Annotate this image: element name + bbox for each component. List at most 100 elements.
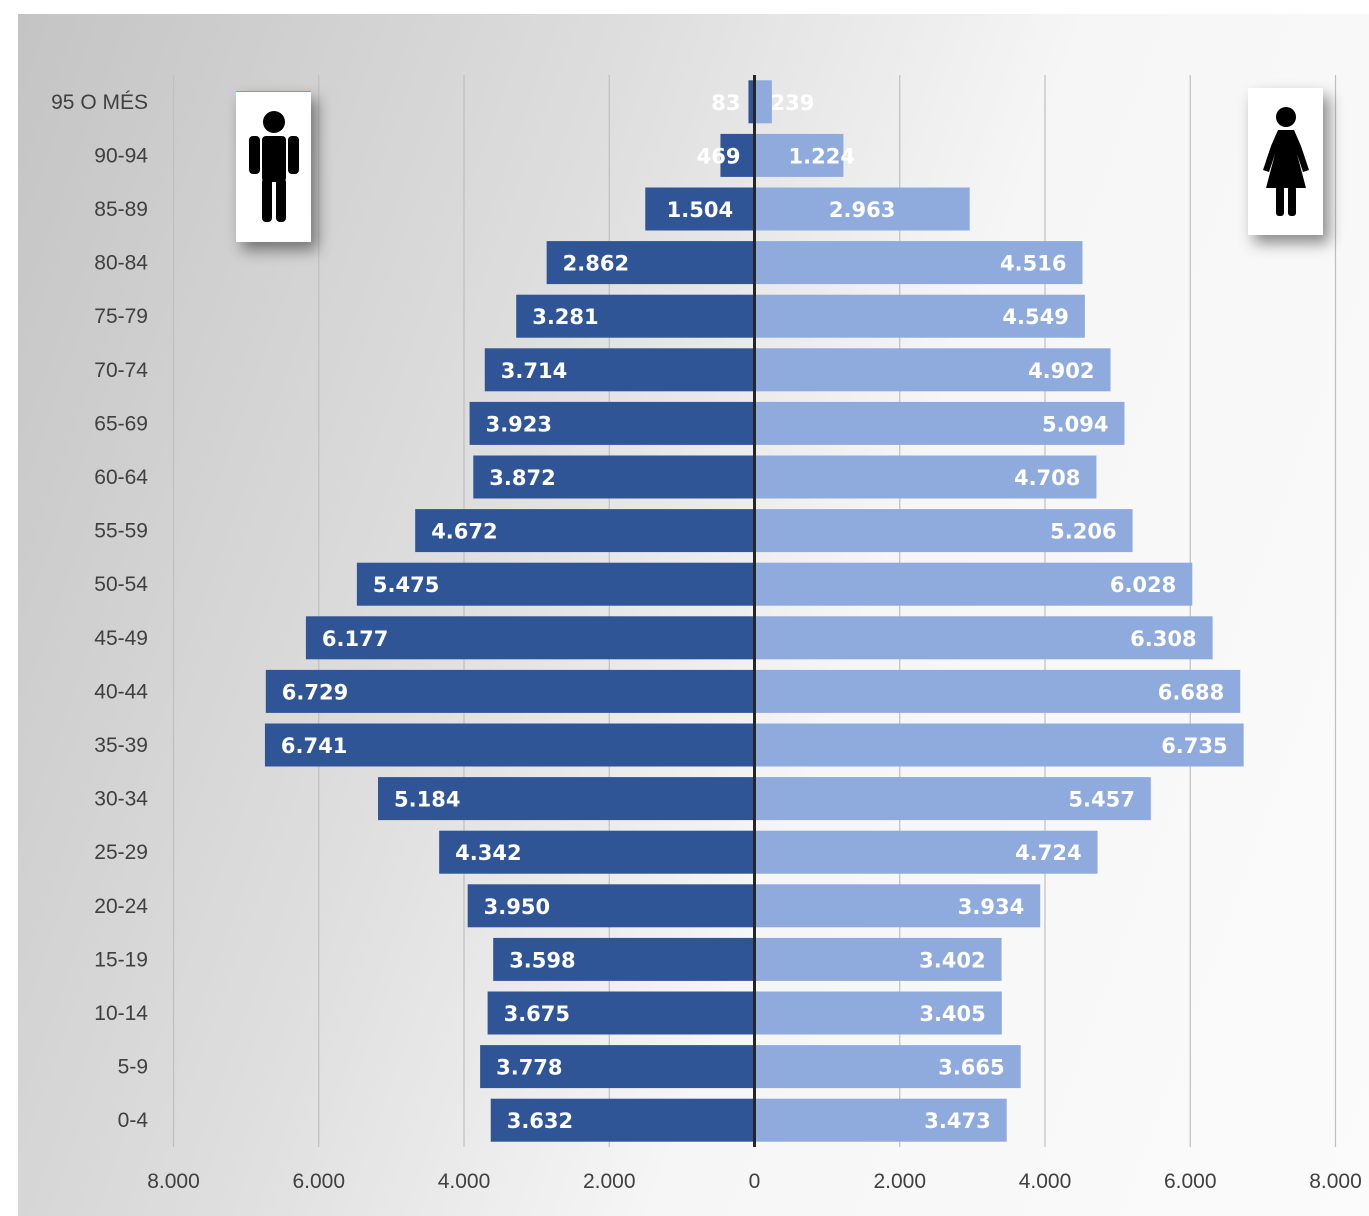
bar-label-women: 5.206	[1050, 520, 1116, 544]
bar-men	[469, 401, 755, 445]
bar-label-women: 2.963	[829, 198, 895, 222]
bar-women	[754, 455, 1097, 499]
category-label: 60-64	[94, 466, 148, 489]
bar-label-men: 2.862	[563, 252, 629, 276]
bar-label-women: 6.688	[1158, 680, 1224, 704]
bar-label-women: 6.028	[1110, 573, 1176, 597]
bar-label-men: 3.598	[509, 948, 575, 972]
bar-label-men: 3.675	[504, 1002, 570, 1026]
bar-label-women: 5.457	[1068, 788, 1134, 812]
bar-men	[265, 669, 755, 713]
category-label: 10-14	[94, 1002, 148, 1025]
bar-men	[473, 455, 755, 499]
bar-women	[754, 777, 1151, 821]
bar-label-men: 6.177	[322, 627, 388, 651]
bar-men	[490, 1098, 755, 1142]
category-axis: 95 O MÉS 90-94 85-89 80-84 75-79 70-74 65-69 60…	[51, 91, 148, 1132]
bar-men	[546, 241, 755, 285]
bar-women	[754, 241, 1083, 285]
bar-label-women: 6.735	[1161, 734, 1227, 758]
category-label: 40-44	[94, 680, 148, 703]
bar-label-women: 1.224	[789, 144, 855, 168]
category-label: 50-54	[94, 573, 148, 596]
x-tick-label: 6.000	[292, 1170, 345, 1193]
bar-label-men: 4.672	[431, 520, 497, 544]
bar-label-men: 6.729	[282, 680, 348, 704]
bar-label-women: 239	[771, 91, 815, 115]
bar-label-women: 4.902	[1028, 359, 1094, 383]
bar-label-women: 4.549	[1002, 305, 1068, 329]
category-label: 65-69	[94, 412, 148, 435]
bar-men	[439, 830, 755, 874]
category-label: 35-39	[94, 734, 148, 757]
x-tick-label: 0	[749, 1170, 761, 1193]
bar-label-men: 3.281	[532, 305, 598, 329]
bar-men	[645, 187, 755, 231]
x-tick-label: 2.000	[873, 1170, 926, 1193]
bar-label-men: 3.632	[507, 1109, 573, 1133]
bar-label-men: 6.741	[281, 734, 347, 758]
bar-label-men: 5.475	[373, 573, 439, 597]
bar-men	[480, 1045, 755, 1089]
bar-men	[748, 80, 755, 124]
bar-label-men: 83	[711, 91, 740, 115]
bar-label-men: 469	[697, 144, 741, 168]
bar-women	[754, 1045, 1021, 1089]
bar-women	[754, 669, 1241, 713]
x-tick-label: 8.000	[147, 1170, 200, 1193]
bar-label-men: 1.504	[667, 198, 733, 222]
bar-label-men: 4.342	[455, 841, 521, 865]
bar-label-women: 3.402	[919, 948, 985, 972]
bars	[264, 80, 1244, 1142]
bar-women	[754, 294, 1085, 338]
bar-women	[754, 991, 1002, 1035]
data-labels: 83 239 469 1.224 1.504 2.963 2.862 4.516 3.281 4.…	[281, 91, 1228, 1133]
category-label: 30-34	[94, 788, 148, 811]
bar-label-women: 4.708	[1014, 466, 1080, 490]
female-person-icon	[1263, 107, 1309, 216]
category-label: 25-29	[94, 841, 148, 864]
bar-women	[754, 937, 1002, 981]
bar-label-men: 3.923	[486, 412, 552, 436]
bar-men	[467, 884, 755, 928]
category-label: 95 O MÉS	[51, 91, 148, 114]
category-label: 70-74	[94, 359, 148, 382]
bar-women	[754, 401, 1125, 445]
category-label: 15-19	[94, 948, 148, 971]
bar-women	[754, 187, 970, 231]
x-tick-label: 4.000	[1019, 1170, 1072, 1193]
bar-label-women: 3.473	[924, 1109, 990, 1133]
bar-men	[305, 616, 755, 660]
category-label: 45-49	[94, 627, 148, 650]
bar-men	[720, 133, 755, 177]
bar-men	[516, 294, 755, 338]
x-tick-label: 8.000	[1309, 1170, 1362, 1193]
x-tick-label: 4.000	[438, 1170, 491, 1193]
bar-label-women: 3.665	[938, 1056, 1004, 1080]
bar-label-women: 4.724	[1015, 841, 1081, 865]
bar-men	[493, 937, 755, 981]
bar-men	[264, 723, 755, 767]
bar-label-women: 5.094	[1042, 412, 1108, 436]
bar-women	[754, 562, 1193, 606]
bar-men	[484, 348, 755, 392]
bar-women	[754, 830, 1098, 874]
bar-label-women: 3.405	[919, 1002, 985, 1026]
category-label: 55-59	[94, 520, 148, 543]
category-label: 90-94	[94, 144, 148, 167]
bar-label-men: 3.714	[501, 359, 567, 383]
bar-men	[415, 509, 755, 553]
bar-women	[754, 1098, 1007, 1142]
female-icon-card	[1248, 88, 1323, 235]
bar-women	[754, 348, 1111, 392]
bar-label-men: 3.872	[489, 466, 555, 490]
category-label: 85-89	[94, 198, 148, 221]
bar-label-women: 6.308	[1130, 627, 1196, 651]
category-label: 0-4	[118, 1109, 149, 1132]
category-label: 5-9	[118, 1056, 148, 1079]
bar-label-men: 3.778	[496, 1056, 562, 1080]
bar-label-men: 5.184	[394, 788, 460, 812]
x-tick-label: 6.000	[1164, 1170, 1217, 1193]
category-label: 75-79	[94, 305, 148, 328]
